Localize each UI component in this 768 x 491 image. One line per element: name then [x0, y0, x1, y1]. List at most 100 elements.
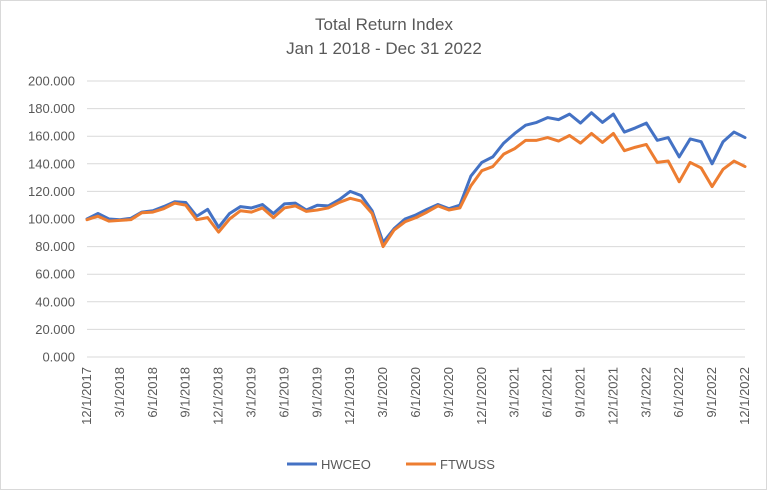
data-point-hwceo [316, 204, 319, 207]
data-point-hwceo [732, 130, 736, 134]
data-point-hwceo [217, 226, 220, 229]
data-point-hwceo [743, 136, 747, 139]
data-point-hwceo [338, 198, 341, 201]
data-point-ftwuss [217, 230, 220, 234]
x-tick-label: 9/1/2021 [573, 367, 588, 418]
data-point-hwceo [403, 217, 407, 221]
data-point-hwceo [710, 162, 714, 165]
y-tick-label: 80.000 [35, 239, 75, 254]
x-tick-label: 6/1/2020 [408, 367, 423, 418]
data-point-ftwuss [612, 132, 615, 135]
data-point-ftwuss [294, 204, 297, 208]
data-point-hwceo [678, 155, 681, 159]
x-tick-label: 6/1/2018 [145, 367, 160, 418]
y-tick-label: 40.000 [35, 294, 75, 309]
series-line-hwceo [85, 111, 747, 244]
y-axis-ticks: 0.000 20.000 40.000 60.000 80.000 100.000 120.… [28, 74, 75, 365]
data-point-ftwuss [228, 217, 231, 221]
data-point-ftwuss [743, 165, 747, 168]
data-point-ftwuss [535, 139, 538, 142]
data-point-ftwuss [195, 218, 198, 221]
data-point-ftwuss [425, 210, 429, 214]
data-point-ftwuss [557, 139, 560, 143]
chart-title: Total Return Index [315, 15, 453, 34]
data-point-ftwuss [590, 132, 593, 135]
data-point-hwceo [656, 139, 659, 142]
data-point-ftwuss [151, 210, 154, 214]
data-point-ftwuss [502, 152, 505, 156]
data-point-ftwuss [403, 220, 407, 223]
x-tick-label: 12/1/2021 [605, 367, 620, 425]
data-point-ftwuss [118, 219, 122, 222]
data-point-ftwuss [667, 159, 670, 163]
data-point-ftwuss [173, 201, 176, 205]
x-tick-label: 12/1/2017 [79, 367, 94, 425]
data-point-hwceo [261, 203, 264, 206]
data-point-ftwuss [634, 146, 637, 149]
y-tick-label: 180.000 [28, 101, 75, 116]
x-tick-label: 3/1/2018 [112, 367, 127, 418]
x-tick-label: 6/1/2019 [276, 367, 291, 418]
x-tick-label: 12/1/2020 [474, 367, 489, 425]
data-point-ftwuss [546, 136, 549, 139]
data-point-hwceo [502, 141, 505, 145]
data-point-hwceo [469, 175, 473, 178]
x-axis-ticks: 12/1/2017 3/1/2018 6/1/2018 9/1/2018 12/1/20… [79, 367, 752, 425]
data-point-hwceo [228, 212, 231, 215]
x-tick-label: 12/1/2018 [211, 367, 226, 425]
data-point-hwceo [513, 132, 516, 135]
data-point-hwceo [568, 112, 571, 116]
data-point-hwceo [359, 194, 363, 197]
data-point-hwceo [634, 126, 637, 130]
x-tick-label: 9/1/2018 [178, 367, 193, 418]
data-point-hwceo [557, 118, 560, 121]
data-point-hwceo [579, 121, 582, 125]
data-point-hwceo [645, 121, 648, 125]
data-point-hwceo [283, 202, 286, 206]
data-point-ftwuss [283, 206, 286, 210]
data-point-ftwuss [272, 216, 275, 219]
x-tick-label: 9/1/2019 [309, 367, 324, 418]
x-tick-label: 3/1/2019 [244, 367, 259, 418]
data-point-ftwuss [458, 206, 462, 210]
x-tick-label: 12/1/2022 [737, 367, 752, 425]
y-tick-label: 140.000 [28, 156, 75, 171]
legend-label-ftwuss: FTWUSS [440, 457, 495, 472]
data-point-ftwuss [623, 149, 626, 152]
data-point-ftwuss [721, 168, 725, 171]
data-point-ftwuss [250, 210, 253, 214]
legend-label-hwceo: HWCEO [321, 457, 371, 472]
data-point-ftwuss [162, 207, 165, 210]
data-point-ftwuss [491, 165, 494, 168]
y-tick-label: 160.000 [28, 129, 75, 144]
data-point-hwceo [206, 208, 209, 211]
data-point-ftwuss [524, 139, 527, 142]
data-point-ftwuss [699, 166, 703, 170]
data-point-ftwuss [645, 143, 648, 146]
data-point-ftwuss [480, 169, 483, 172]
data-point-hwceo [349, 190, 352, 193]
data-point-ftwuss [129, 218, 133, 221]
data-point-hwceo [250, 206, 253, 210]
series-lines [85, 111, 747, 249]
x-tick-label: 3/1/2021 [507, 367, 522, 418]
data-point-ftwuss [349, 197, 352, 200]
data-point-hwceo [524, 123, 527, 127]
data-point-ftwuss [96, 215, 100, 218]
data-point-ftwuss [678, 180, 681, 183]
data-point-hwceo [414, 213, 418, 217]
data-point-ftwuss [469, 184, 473, 188]
y-tick-label: 0.000 [42, 350, 75, 365]
data-point-ftwuss [601, 141, 604, 144]
data-point-hwceo [699, 140, 703, 143]
data-point-hwceo [688, 137, 692, 141]
data-point-ftwuss [656, 161, 659, 164]
data-point-hwceo [294, 201, 297, 205]
data-point-ftwuss [392, 228, 396, 232]
x-tick-label: 12/1/2019 [342, 367, 357, 425]
data-point-hwceo [425, 208, 429, 211]
data-point-ftwuss [140, 211, 144, 214]
y-tick-label: 20.000 [35, 322, 75, 337]
y-tick-label: 120.000 [28, 184, 75, 199]
